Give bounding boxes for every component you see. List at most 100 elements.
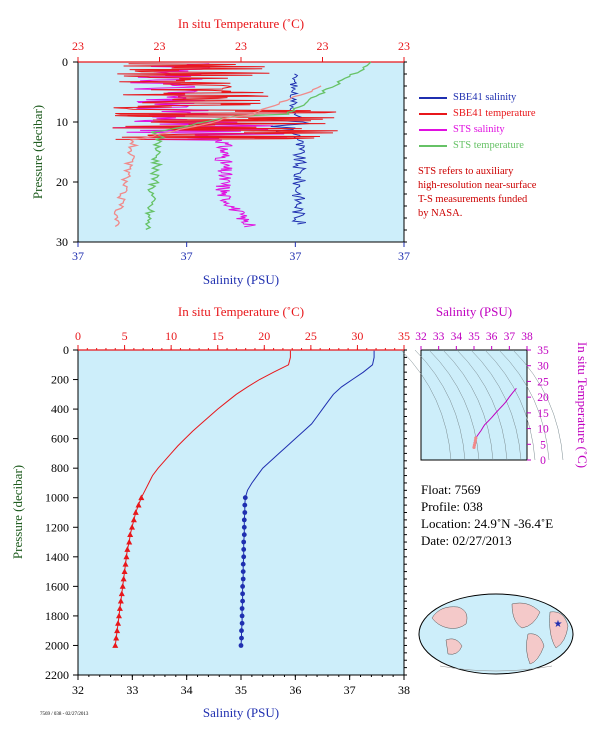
salinity-point (241, 532, 247, 538)
bottom-pressure-tick-label: 1000 (45, 491, 69, 505)
top-ticks: 23 23 23 23 23 37 37 37 37 0 10 20 30 (56, 39, 410, 263)
bottom-sal-tick-label: 34 (181, 683, 193, 697)
legend-sbe41-salinity: SBE41 salinity (419, 92, 516, 103)
temperature-point (116, 605, 123, 611)
salinity-point (238, 643, 244, 648)
sbe41-temperature-pale-trace (113, 85, 322, 227)
density-contour (456, 349, 508, 461)
bottom-sal-tick-label: 38 (398, 683, 410, 697)
temperature-point (118, 590, 125, 597)
map-ocean (418, 593, 574, 675)
top-pressure-tick-label: 10 (56, 115, 68, 129)
salinity-point (240, 569, 246, 574)
salinity-point (241, 517, 247, 523)
top-temp-tick-label: 23 (317, 39, 329, 53)
sbe41-temperature-line (140, 350, 291, 498)
top-pressure-tick-label: 30 (56, 235, 68, 249)
map-land-asia (431, 606, 468, 629)
ts-sal-tick-label: 38 (521, 331, 533, 343)
bottom-pressure-tick-label: 400 (51, 402, 69, 416)
top-temp-tick-label: 23 (154, 39, 166, 53)
density-contour (428, 349, 480, 461)
bottom-temp-tick-label: 5 (122, 329, 128, 343)
salinity-point (242, 502, 248, 508)
bottom-pressure-axis-label: Pressure (decibar) (10, 465, 25, 559)
ts-sal-tick-label: 36 (486, 331, 498, 343)
bottom-temp-tick-label: 20 (258, 329, 270, 343)
temperature-point (113, 634, 120, 641)
bottom-pressure-tick-label: 200 (51, 373, 69, 387)
bottom-pressure-tick-label: 800 (51, 461, 69, 475)
legend-swatch (419, 96, 447, 99)
bottom-sal-tick-label: 36 (289, 683, 301, 697)
map-land-antarctica (439, 665, 553, 672)
density-contour (498, 349, 550, 461)
world-map: ★ (418, 593, 574, 675)
top-sal-tick-label: 37 (398, 249, 410, 263)
density-contour (414, 349, 466, 461)
map-land-europe-africa (549, 611, 569, 649)
temperature-point (120, 575, 127, 582)
ts-traces (472, 387, 517, 449)
info-profile: Profile: 038 (421, 499, 483, 514)
ts-sal-tick-label: 33 (433, 331, 445, 343)
ts-temp-axis-label: In situ Temperature (˚C) (575, 342, 590, 468)
bottom-sal-tick-label: 33 (126, 683, 138, 697)
temperature-point (132, 509, 139, 515)
salinity-point (240, 591, 246, 597)
bottom-temp-tick-label: 10 (165, 329, 177, 343)
ts-temp-tick-label: 20 (537, 392, 549, 404)
temperature-point (127, 531, 134, 538)
ts-temp-tick-label: 25 (537, 376, 549, 388)
temperature-point (129, 524, 136, 530)
temperature-point (119, 583, 126, 589)
ts-sal-tick-label: 34 (451, 331, 463, 343)
top-temp-tick-label: 23 (398, 39, 410, 53)
bottom-pressure-tick-label: 2000 (45, 638, 69, 652)
map-land-north-america (511, 602, 541, 629)
bottom-salinity-axis-label: Salinity (PSU) (203, 705, 279, 720)
bottom-temp-tick-label: 15 (212, 329, 224, 343)
salinity-point (239, 613, 245, 619)
bottom-pressure-tick-label: 0 (63, 343, 69, 357)
ts-temp-tick-label: 10 (537, 424, 549, 436)
temperature-point (126, 538, 133, 545)
density-contour (442, 349, 494, 461)
float-location-star-icon: ★ (554, 619, 563, 630)
temperature-point (124, 546, 131, 552)
temperature-point (122, 561, 129, 567)
density-contour (512, 349, 564, 461)
note-line: T-S measurements funded (418, 194, 528, 205)
top-panel: 23 23 23 23 23 37 37 37 37 0 10 20 30 In situ Temper… (30, 16, 410, 287)
salinity-point (239, 606, 245, 611)
bottom-temp-axis-label: In situ Temperature (˚C) (178, 304, 304, 319)
top-pressure-tick-label: 0 (62, 55, 68, 69)
top-plot-area (77, 61, 405, 243)
temperature-point (117, 597, 124, 604)
density-contour (400, 349, 452, 461)
legend-label: SBE41 salinity (453, 92, 517, 103)
top-sal-tick-label: 37 (72, 249, 84, 263)
bottom-sal-tick-label: 32 (72, 683, 84, 697)
bottom-pressure-tick-label: 1400 (45, 550, 69, 564)
ts-temp-tick-label: 30 (537, 361, 549, 373)
salinity-point (241, 547, 247, 552)
temperature-point (135, 501, 142, 508)
top-temp-tick-label: 23 (235, 39, 247, 53)
ts-sal-tick-label: 32 (415, 331, 427, 343)
bottom-sal-tick-label: 37 (344, 683, 356, 697)
info-location: Location: 24.9˚N -36.4˚E (421, 516, 554, 531)
salinity-point (239, 620, 245, 626)
temperature-point (130, 516, 137, 523)
sts-salinity-trace (112, 63, 288, 228)
ts-temp-tick-label: 15 (537, 408, 549, 420)
map-land-australia (445, 638, 463, 655)
bottom-temp-tick-label: 0 (75, 329, 81, 343)
bottom-plot-area (77, 349, 405, 676)
top-salinity-axis-label: Salinity (PSU) (203, 272, 279, 287)
temperature-point (112, 642, 119, 648)
salinity-point (241, 524, 247, 530)
legend-swatch (419, 144, 447, 147)
legend-swatch (419, 112, 447, 115)
